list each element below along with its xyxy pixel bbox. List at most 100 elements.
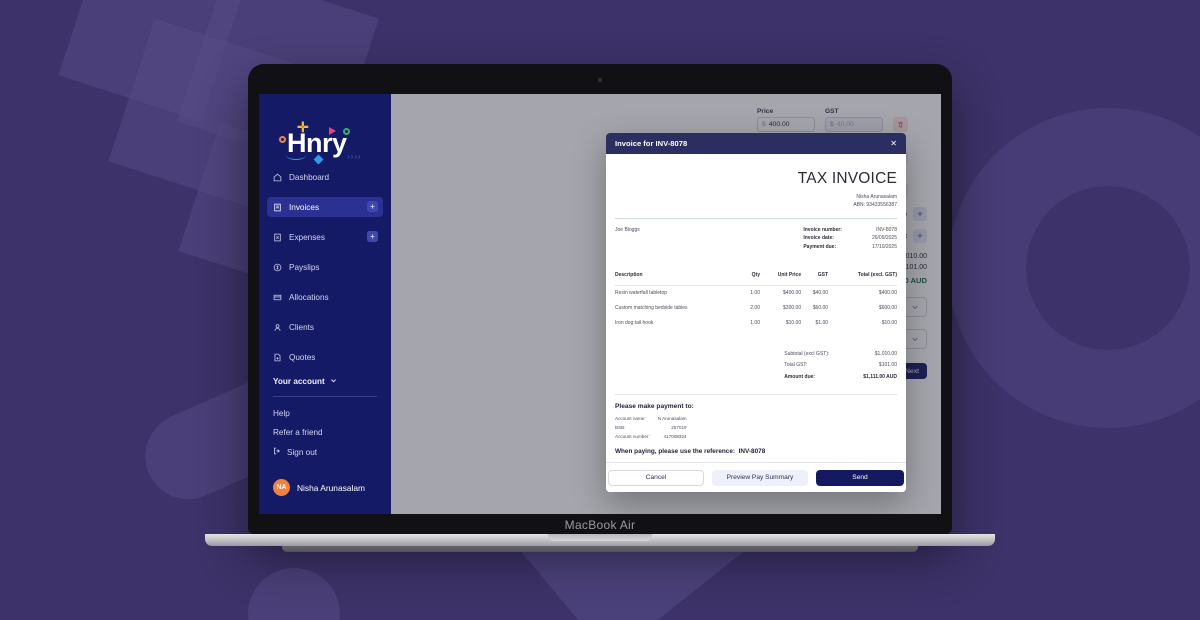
sidebar-item-label: Allocations <box>289 292 329 302</box>
col-description: Description <box>615 271 643 278</box>
cell-unit-price: $300.00 <box>783 305 802 312</box>
logo-circle-icon <box>343 128 350 135</box>
laptop-notch <box>548 534 652 541</box>
amount-due-value: $1,111.00 AUD <box>863 373 897 380</box>
expenses-icon <box>273 233 282 242</box>
cell-unit-price: $400.00 <box>783 290 802 297</box>
invoice-icon <box>273 203 282 212</box>
issuer-abn: ABN: 93433556387 <box>853 201 897 208</box>
add-line-button[interactable]: + <box>913 207 927 221</box>
decorative-triangle <box>518 548 748 620</box>
modal-title: Invoice for INV-8078 <box>615 139 688 148</box>
sidebar-item-clients[interactable]: Clients <box>267 317 383 337</box>
close-icon[interactable]: ✕ <box>890 138 897 148</box>
chevron-down-icon <box>330 377 337 386</box>
laptop-foot <box>282 546 918 552</box>
issuer-name: Nisha Arunasalam <box>856 194 897 200</box>
hnry-app: ✛ Hnry ›››› Da <box>259 94 941 514</box>
currency-symbol: $ <box>762 121 766 128</box>
col-total: Total (excl. GST) <box>857 271 897 278</box>
cell-qty: 1.00 <box>750 290 760 297</box>
laptop-screen: ✛ Hnry ›››› Da <box>259 94 941 514</box>
clients-icon <box>273 323 282 332</box>
logo-dots-icon: ›››› <box>347 152 362 161</box>
cell-unit-price: $10.00 <box>785 320 802 327</box>
meta-key: Payment due: <box>803 244 837 250</box>
reference-prefix: When paying, please use the reference: <box>615 448 736 456</box>
col-qty: Qty <box>751 271 760 278</box>
payment-heading: Please make payment to: <box>615 403 694 411</box>
sidebar-item-label: Expenses <box>289 232 325 242</box>
sidebar-link-help[interactable]: Help <box>273 409 377 418</box>
macbook-mockup: ✛ Hnry ›››› Da <box>205 64 995 552</box>
invoice-heading: TAX INVOICE <box>797 170 897 187</box>
device-label: MacBook Air <box>564 518 636 532</box>
price-label: Price <box>757 108 774 115</box>
sidebar-item-quotes[interactable]: Quotes <box>267 347 383 367</box>
meta-value: 17/10/2025 <box>871 244 897 250</box>
sidebar-item-dashboard[interactable]: Dashboard <box>267 167 383 187</box>
currency-symbol: $ <box>830 121 834 128</box>
sidebar-link-refer-a-friend[interactable]: Refer a friend <box>273 428 377 437</box>
price-input[interactable]: $ 400.00 <box>757 117 815 132</box>
table-row: Resin waterfall tabletop 1.00 $400.00 $4… <box>615 285 897 301</box>
meta-key: Invoice date: <box>803 235 834 242</box>
invoice-meta-table: Invoice number: INV-8078 Invoice date: 2… <box>803 226 897 252</box>
sidebar-item-invoices[interactable]: Invoices + <box>267 197 383 217</box>
chevron-down-icon <box>911 330 919 348</box>
payment-key: Account number: <box>615 433 650 439</box>
your-account-dropdown[interactable]: Your account <box>273 377 377 386</box>
invoice-preview-modal: Invoice for INV-8078 ✕ TAX INVOICE Nisha… <box>606 133 906 492</box>
cell-description: Custom matching bedside tables <box>615 305 688 312</box>
meta-value: 26/09/2025 <box>871 235 897 242</box>
meta-row: Invoice number: INV-8078 <box>803 226 897 235</box>
meta-row: Payment due: 17/10/2025 <box>803 243 897 252</box>
user-profile[interactable]: NA Nisha Arunasalam <box>273 467 377 514</box>
price-value: 400.00 <box>768 121 790 128</box>
sidebar-link-label: Refer a friend <box>273 428 323 437</box>
laptop-base <box>205 534 995 546</box>
amount-due-key: Amount due: <box>784 373 816 380</box>
chevron-down-icon <box>911 298 919 316</box>
payment-reference: When paying, please use the reference: I… <box>615 448 897 455</box>
sidebar-nav: Dashboard Invoices + <box>259 167 391 377</box>
logo-wave-icon <box>286 155 306 160</box>
payment-value: N Arunasalam <box>657 416 687 422</box>
gst-input[interactable]: $ 40.00 <box>825 117 883 132</box>
add-invoice-button[interactable]: + <box>367 201 378 212</box>
total-row: Total GST: $101.00 <box>784 360 897 371</box>
delete-line-button[interactable] <box>893 117 908 132</box>
payment-key: Account name: <box>615 416 646 422</box>
total-key: Total GST: <box>784 362 808 369</box>
sidebar-item-allocations[interactable]: Allocations <box>267 287 383 307</box>
sign-out-icon <box>273 447 281 457</box>
line-item-row: Price GST $ 400.00 $ 40.00 <box>757 108 927 132</box>
meta-row: Invoice date: 26/09/2025 <box>803 234 897 243</box>
total-value: $1,010.00 <box>874 351 897 358</box>
sidebar-item-payslips[interactable]: Payslips <box>267 257 383 277</box>
sidebar-item-expenses[interactable]: Expenses + <box>267 227 383 247</box>
sidebar-link-label: Sign out <box>287 447 318 457</box>
add-reimbursement-button[interactable]: + <box>913 229 927 243</box>
sidebar: ✛ Hnry ›››› Da <box>259 94 391 514</box>
invoice-totals: Subtotal (excl GST): $1,010.00 Total GST… <box>615 349 897 383</box>
table-row: Iron dog tail hook 1.00 $10.00 $1.00 $10… <box>615 316 897 331</box>
sidebar-link-sign-out[interactable]: Sign out <box>273 447 377 457</box>
avatar: NA <box>273 479 290 496</box>
sidebar-divider <box>273 396 377 397</box>
cell-gst: $1.00 <box>815 320 829 327</box>
cell-qty: 1.00 <box>750 320 760 327</box>
logo-plus-icon: ✛ <box>297 119 309 135</box>
brand-logo[interactable]: ✛ Hnry ›››› <box>259 108 391 165</box>
preview-pay-summary-button[interactable]: Preview Pay Summary <box>712 469 808 486</box>
form-subtotal: $1,010.00 <box>895 253 927 260</box>
home-icon <box>273 173 282 182</box>
payment-row: Account name: N Arunasalam <box>615 415 687 424</box>
main-content: Price GST $ 400.00 $ 40.00 <box>391 94 941 514</box>
logo-triangle-icon <box>329 127 336 135</box>
line-items-table: Description Qty Unit Price GST Total (ex… <box>615 272 897 331</box>
add-expense-button[interactable]: + <box>367 231 378 242</box>
your-account-label: Your account <box>273 377 325 386</box>
send-button[interactable]: Send <box>816 469 904 486</box>
cancel-button[interactable]: Cancel <box>608 469 704 486</box>
